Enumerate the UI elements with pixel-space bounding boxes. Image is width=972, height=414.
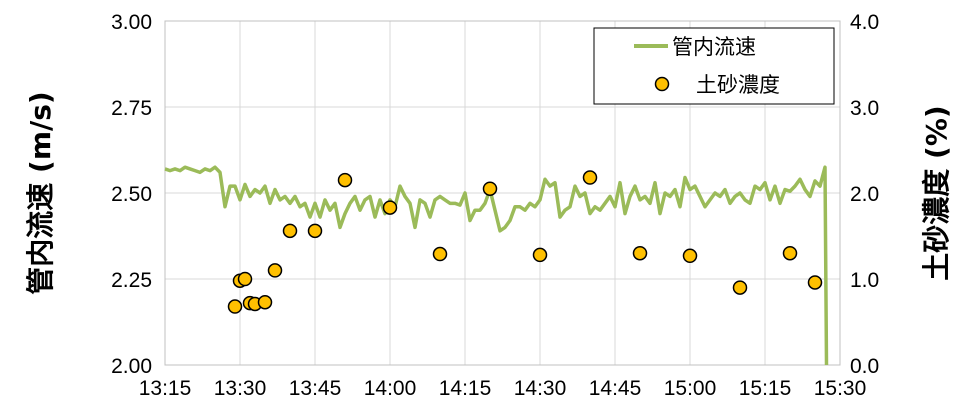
y-left-tick-label: 3.00 [111,11,152,34]
concentration-point [259,296,272,309]
concentration-point [434,248,447,261]
y-left-tick-label: 2.00 [111,355,152,378]
concentration-point [634,247,647,260]
x-tick-label: 13:15 [139,377,192,400]
legend-concentration-label: 土砂濃度 [696,73,780,97]
x-tick-label: 14:15 [439,377,492,400]
concentration-point [269,264,282,277]
concentration-point [684,249,697,262]
velocity-series-line [165,167,827,365]
x-tick-label: 13:45 [289,377,342,400]
y-right-axis-title: 土砂濃度 (%) [920,105,953,280]
x-tick-label: 14:30 [514,377,567,400]
x-tick-label: 14:45 [589,377,642,400]
y-left-tick-label: 2.25 [111,269,152,292]
y-left-tick-label: 2.75 [111,97,152,120]
y-right-tick-label: 0.0 [850,355,879,378]
concentration-point [584,171,597,184]
legend: 管内流速 土砂濃度 [594,28,834,104]
x-tick-label: 15:30 [814,377,867,400]
series-layer [165,167,827,365]
concentration-point [229,300,242,313]
y-right-tick-label: 1.0 [850,269,879,292]
concentration-point [784,247,797,260]
y-right-tick-label: 2.0 [850,183,879,206]
concentration-point [384,201,397,214]
y-left-tick-label: 2.50 [111,183,152,206]
legend-concentration-swatch [656,78,669,91]
concentration-point [339,174,352,187]
legend-velocity-label: 管内流速 [672,35,756,59]
y-right-tick-label: 4.0 [850,11,879,34]
concentration-point [534,248,547,261]
x-tick-label: 15:00 [664,377,717,400]
concentration-point [239,273,252,286]
concentration-point [484,182,497,195]
concentration-point [734,281,747,294]
y-left-axis-title: 管内流速 (m/s) [24,91,57,294]
concentration-point [809,276,822,289]
x-tick-label: 13:30 [214,377,267,400]
concentration-point [309,224,322,237]
x-tick-label: 14:00 [364,377,417,400]
x-tick-label: 15:15 [739,377,792,400]
y-right-tick-label: 3.0 [850,97,879,120]
concentration-point [284,224,297,237]
